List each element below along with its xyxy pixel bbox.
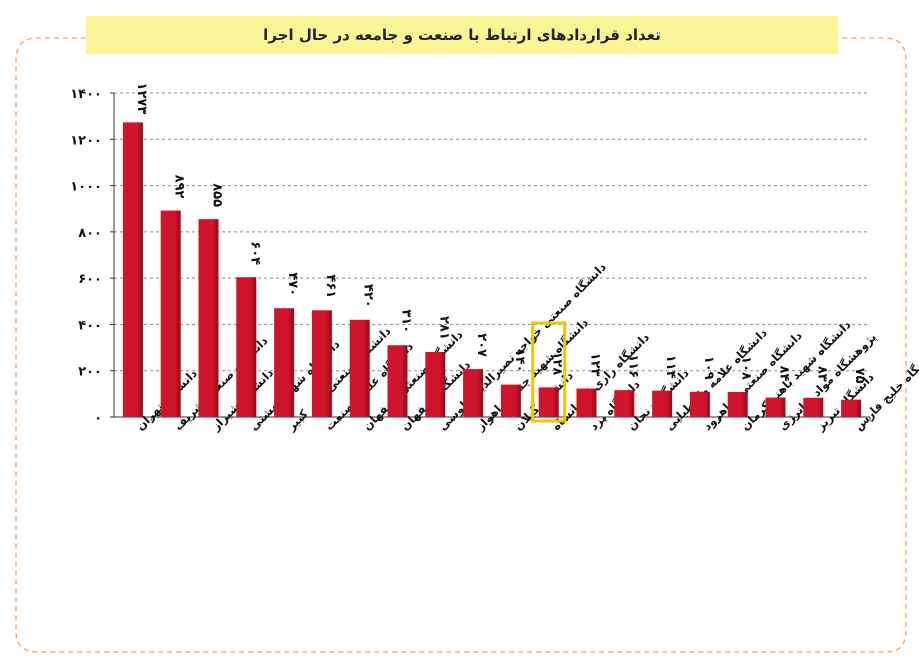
y-tick-label: ۶۰۰ [78, 272, 102, 287]
bar [311, 310, 332, 417]
y-tick-label: ۲۰۰ [78, 365, 102, 380]
bar [500, 384, 521, 417]
bar [652, 390, 673, 417]
data-label: ۲۰۷ [474, 333, 489, 357]
data-label: ۱۰۸ [739, 356, 754, 380]
data-label: ۱۰۹ [701, 356, 716, 380]
bar [689, 391, 710, 417]
bar [614, 390, 635, 417]
chart-title: تعداد قراردادهای ارتباط با صنعت و جامعه … [263, 26, 661, 44]
bar [122, 122, 143, 418]
bar [841, 399, 862, 417]
bar [538, 387, 559, 417]
bar [727, 392, 748, 417]
chart-title-box: تعداد قراردادهای ارتباط با صنعت و جامعه … [86, 16, 838, 54]
y-tick-label: ۱۰۰۰ [70, 180, 102, 195]
bar [463, 369, 484, 417]
data-label: ۸۴ [777, 366, 792, 382]
bar [236, 277, 257, 417]
data-label: ۱۴۰ [512, 349, 527, 373]
bar [160, 210, 181, 417]
bar [198, 219, 219, 417]
y-tick-label: ۱۲۰۰ [70, 133, 102, 148]
y-tick-label: ۸۰۰ [78, 226, 102, 241]
data-label: ۸۹۲ [172, 175, 187, 199]
highlight-box [531, 321, 567, 423]
data-label: ۱۱۴ [663, 355, 678, 379]
data-label: ۱۲۸ [550, 351, 565, 375]
bar [576, 388, 597, 417]
data-label: ۶۰۴ [247, 241, 262, 265]
y-tick-label: ۰ [94, 411, 102, 426]
bar [803, 397, 824, 417]
data-label: ۱۲۳ [588, 353, 603, 377]
data-label: ۴۷۰ [285, 272, 300, 296]
bar [274, 308, 295, 417]
data-label: ۳۱۰ [399, 309, 414, 333]
bar [387, 345, 408, 417]
data-label: ۱۲۷۳ [134, 83, 149, 115]
data-label: ۴۲۰ [361, 284, 376, 308]
data-label: ۱۱۶ [625, 354, 640, 378]
y-tick-label: ۱۴۰۰ [70, 87, 102, 102]
data-label: ۸۵۵ [210, 183, 225, 207]
bar [425, 351, 446, 417]
data-label: ۸۳ [814, 366, 829, 382]
data-label: ۴۶۱ [323, 274, 338, 298]
data-label: ۷۵ [852, 368, 867, 384]
bar [765, 397, 786, 417]
data-label: ۲۸۱ [436, 316, 451, 340]
bar [349, 319, 370, 417]
y-tick-label: ۴۰۰ [78, 318, 102, 333]
